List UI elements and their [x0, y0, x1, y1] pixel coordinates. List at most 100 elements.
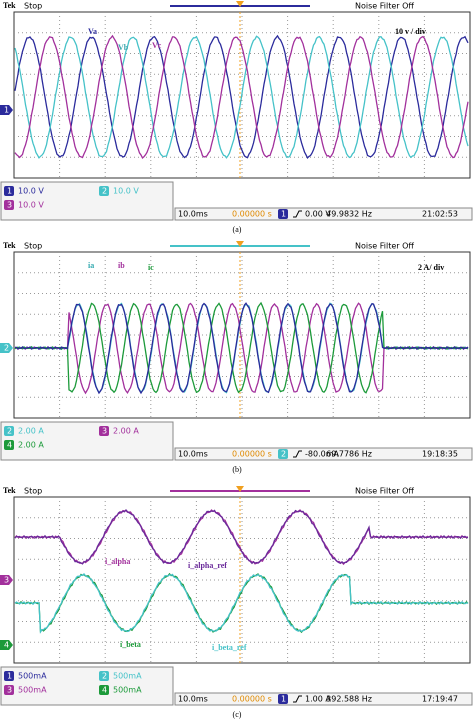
channel-num: 2	[102, 187, 107, 196]
trigger-badge	[278, 209, 288, 219]
slope-icon	[293, 210, 302, 218]
filter: Noise Filter Off	[355, 242, 414, 251]
channel-badge	[4, 671, 14, 681]
channel-num: 1	[7, 672, 12, 681]
trigger-level: -80.0mA	[305, 450, 339, 459]
ground-marker-label: 4	[4, 641, 9, 650]
trigger-icon	[236, 241, 244, 247]
trace-label: i_beta_ref	[212, 643, 247, 652]
channel-value: 500mA	[18, 686, 47, 695]
trace-label: i_alpha_ref	[188, 561, 227, 570]
position: 0.00000 s	[232, 450, 272, 459]
channel-num: 3	[102, 427, 107, 436]
channel-value: 10.0 V	[18, 187, 44, 196]
ground-marker	[0, 640, 13, 650]
frequency: 392.588 Hz	[326, 695, 372, 704]
channel-num: 4	[102, 686, 107, 695]
ground-marker	[0, 105, 13, 115]
clock: 17:19:47	[422, 695, 458, 704]
trigger-channel: 1	[281, 210, 286, 219]
channel-badge	[99, 186, 109, 196]
status: Stop	[24, 2, 42, 11]
timebase: 10.0ms	[178, 210, 208, 219]
status: Stop	[24, 487, 42, 496]
caption: (a)	[233, 225, 242, 234]
frequency: 49.9832 Hz	[326, 210, 372, 219]
ground-marker	[0, 343, 13, 353]
trigger-icon	[236, 1, 244, 7]
trigger-badge	[278, 449, 288, 459]
slope-icon	[293, 695, 302, 703]
filter: Noise Filter Off	[355, 2, 414, 11]
wave-c	[14, 34, 469, 160]
trigger-level: 1.00 A	[305, 695, 331, 704]
trace-label: i_beta	[120, 640, 141, 649]
ground-marker-label: 1	[4, 106, 9, 115]
trace-label: Vb	[118, 43, 129, 52]
channel-num: 4	[7, 441, 12, 450]
channel-value: 500mA	[113, 672, 142, 681]
status: Stop	[24, 242, 42, 251]
channel-value: 500mA	[113, 686, 142, 695]
channel-badge	[99, 671, 109, 681]
channel-num: 2	[7, 427, 12, 436]
wave-ref	[14, 302, 469, 395]
wave-alpha-ref	[14, 509, 469, 565]
trace-label: 10 v / div	[395, 27, 426, 36]
caption: (b)	[232, 465, 242, 474]
channel-value: 2.00 A	[113, 427, 139, 436]
trigger-channel: 2	[281, 450, 286, 459]
brand: Tek	[3, 486, 16, 495]
trigger-level: 0.00 V	[305, 210, 331, 219]
channel-badge	[4, 440, 14, 450]
channel-num: 3	[7, 201, 12, 210]
status-row	[174, 447, 473, 461]
channel-num: 2	[102, 672, 107, 681]
trace-label: 2 A/ div	[418, 263, 444, 272]
wave-beta-ref	[14, 573, 469, 634]
channel-badge	[4, 186, 14, 196]
trigger-icon	[236, 486, 244, 492]
channel-box	[0, 421, 174, 461]
timebase: 10.0ms	[178, 450, 208, 459]
trace-label: Vc	[152, 41, 162, 50]
status-row	[174, 207, 473, 221]
slope-icon	[293, 450, 302, 458]
ground-marker-label: 2	[4, 344, 9, 353]
trigger-badge	[278, 694, 288, 704]
channel-num: 3	[7, 686, 12, 695]
caption: (c)	[233, 710, 242, 719]
trace-label: i_alpha	[105, 557, 130, 566]
wave-a	[14, 34, 469, 160]
channel-badge	[4, 685, 14, 695]
ground-marker	[0, 575, 13, 585]
wave-b	[14, 35, 469, 159]
position: 0.00000 s	[232, 210, 272, 219]
ground-marker-label: 3	[4, 576, 9, 585]
channel-value: 2.00 A	[18, 427, 44, 436]
channel-box	[0, 666, 174, 706]
brand: Tek	[3, 241, 16, 250]
channel-value: 2.00 A	[18, 441, 44, 450]
channel-value: 10.0 V	[18, 201, 44, 210]
channel-badge	[99, 685, 109, 695]
channel-badge	[4, 200, 14, 210]
trace-label: ia	[88, 261, 94, 270]
brand: Tek	[3, 1, 16, 10]
channel-badge	[4, 426, 14, 436]
position: 0.00000 s	[232, 695, 272, 704]
channel-value: 500mA	[18, 672, 47, 681]
trace-label: Va	[88, 27, 97, 36]
channel-badge	[99, 426, 109, 436]
frequency: 69.7786 Hz	[326, 450, 372, 459]
filter: Noise Filter Off	[355, 487, 414, 496]
channel-num: 1	[7, 187, 12, 196]
clock: 21:02:53	[422, 210, 458, 219]
timebase: 10.0ms	[178, 695, 208, 704]
channel-box	[0, 181, 174, 221]
status-row	[174, 692, 473, 706]
trigger-channel: 1	[281, 695, 286, 704]
channel-value: 10.0 V	[113, 187, 139, 196]
trace-label: ic	[148, 263, 154, 272]
